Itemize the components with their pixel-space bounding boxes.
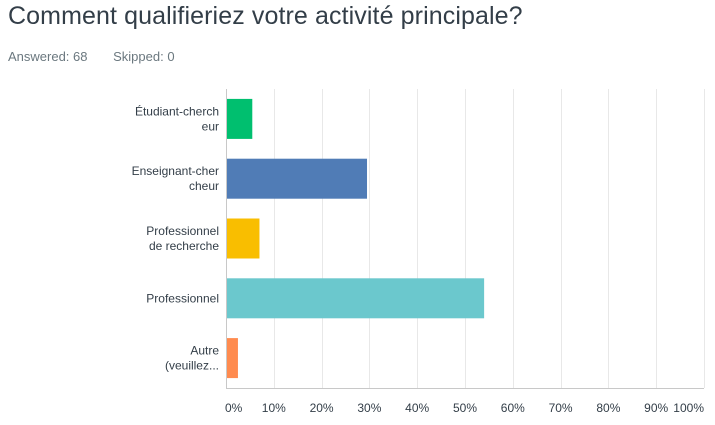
category-label-line: (veuillez... bbox=[165, 359, 219, 373]
category-label-line: de recherche bbox=[149, 239, 219, 253]
x-tick-label: 20% bbox=[310, 401, 334, 415]
category-label-line: Enseignant-cher bbox=[132, 164, 219, 178]
x-tick-label: 70% bbox=[549, 401, 573, 415]
response-stats: Answered: 68 Skipped: 0 bbox=[8, 49, 197, 64]
category-label: Étudiant-cherch eur bbox=[135, 103, 219, 133]
bar bbox=[226, 278, 485, 319]
x-tick-label: 60% bbox=[501, 401, 525, 415]
x-tick-label: 40% bbox=[405, 401, 429, 415]
category-label: Autre (veuillez... bbox=[165, 344, 219, 373]
category-label-line: eur bbox=[202, 119, 219, 133]
category-label-line: Étudiant-cherch bbox=[135, 103, 219, 118]
bar bbox=[226, 338, 238, 379]
question-title: Comment qualifieriez votre activité prin… bbox=[8, 2, 523, 30]
category-label-line: Professionnel bbox=[146, 224, 219, 238]
bar bbox=[226, 218, 260, 259]
bar bbox=[226, 158, 368, 199]
x-tick-label: 30% bbox=[357, 401, 381, 415]
skipped-count: Skipped: 0 bbox=[113, 49, 175, 64]
answered-count: Answered: 68 bbox=[8, 49, 88, 64]
bar bbox=[226, 98, 253, 139]
category-label: Enseignant-cher cheur bbox=[132, 164, 219, 193]
category-label: Professionnel de recherche bbox=[146, 224, 219, 253]
x-tick-label: 90% bbox=[644, 401, 668, 415]
category-label: Professionnel bbox=[146, 291, 219, 305]
x-tick-label: 50% bbox=[453, 401, 477, 415]
x-tick-label: 0% bbox=[225, 401, 243, 415]
category-label-line: cheur bbox=[189, 179, 219, 193]
category-label-line: Professionnel bbox=[146, 291, 219, 305]
x-tick-label: 80% bbox=[596, 401, 620, 415]
category-label-line: Autre bbox=[190, 344, 219, 358]
x-tick-label: 10% bbox=[262, 401, 286, 415]
x-tick-label: 100% bbox=[673, 401, 704, 415]
